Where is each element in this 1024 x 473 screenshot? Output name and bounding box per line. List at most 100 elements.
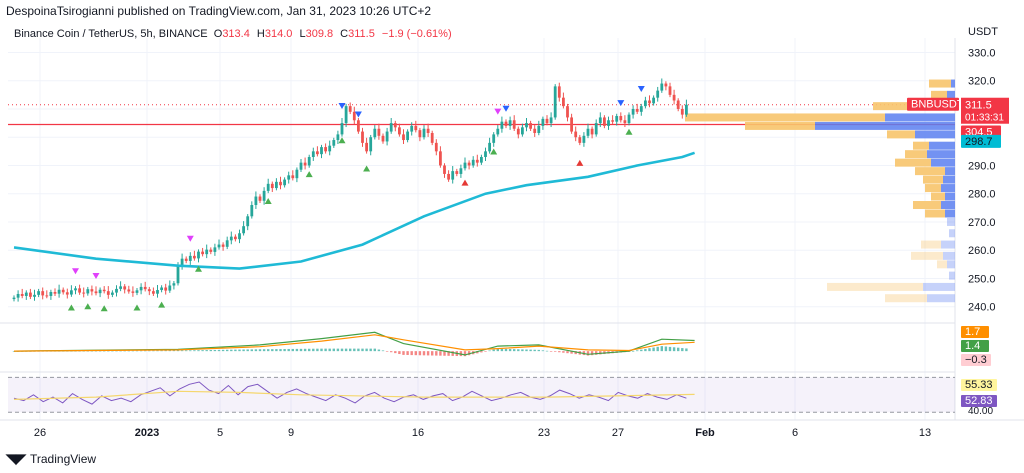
candle-body [664, 83, 668, 87]
macd-histogram-bar [168, 350, 171, 352]
macd-histogram-bar [267, 349, 270, 352]
signal-marker [92, 273, 100, 280]
macd-histogram-bar [279, 349, 282, 352]
macd-histogram-bar [312, 348, 315, 352]
macd-histogram-bar [254, 349, 258, 352]
macd-histogram-bar [451, 351, 454, 356]
macd-histogram-bar [90, 350, 94, 352]
candle-body [29, 292, 32, 297]
tradingview-footer[interactable]: ◥◤ TradingView [6, 451, 96, 467]
macd-histogram-bar [426, 351, 430, 356]
volume-profile-yellow-bar [905, 150, 927, 159]
macd-histogram-bar [12, 351, 16, 352]
brand-name: TradingView [30, 452, 97, 466]
high-label: H [256, 28, 265, 40]
candle-body [98, 289, 102, 294]
candle-body [598, 117, 602, 124]
macd-histogram-bar [291, 348, 294, 352]
last-price-label: 311.5 [965, 100, 992, 112]
macd-histogram-bar [570, 351, 573, 354]
macd-histogram-bar [484, 351, 487, 352]
macd-histogram-bar [98, 350, 102, 352]
volume-profile-yellow-bar [921, 240, 941, 249]
volume-profile-yellow-bar [873, 102, 933, 111]
macd-histogram-bar [369, 348, 372, 352]
last-price-tag-bg [961, 97, 1009, 124]
macd-histogram-bar [406, 351, 409, 355]
candle-body [475, 159, 479, 163]
candle-body [594, 123, 598, 135]
rsi-ma-tag: 55.33 [965, 379, 993, 391]
macd-histogram-bar [119, 350, 122, 352]
moving-average-line [13, 151, 696, 270]
signal-markers [67, 86, 645, 312]
volume-profile-yellow-bar [915, 167, 945, 176]
macd-histogram-bar [508, 349, 512, 352]
price-tick-label: 250.0 [968, 273, 996, 285]
candle-body [377, 128, 381, 136]
candle-body [631, 108, 635, 115]
macd-histogram-bar [414, 351, 417, 356]
candle-body [615, 116, 619, 122]
volume-profile-yellow-bar [887, 130, 915, 139]
candle-body [623, 120, 627, 124]
candle-body [422, 128, 426, 138]
change-value: −1.9 (−0.61%) [381, 28, 452, 40]
macd-histogram-bar [115, 350, 118, 352]
candle-body [168, 285, 172, 291]
macd-signal-line [13, 334, 695, 352]
candle-body [418, 130, 422, 138]
candle-body [131, 291, 135, 293]
candle-body [24, 292, 28, 296]
candle-body [254, 196, 258, 206]
candle-body [287, 175, 291, 180]
candle-body [627, 114, 631, 124]
volume-profile-yellow-bar [937, 260, 947, 269]
candle-body [295, 169, 299, 179]
macd-histogram-bar [525, 349, 528, 352]
candle-body [500, 121, 504, 129]
candle-body [164, 287, 168, 291]
candle-body [340, 123, 344, 135]
candle-body [316, 151, 319, 155]
candle-body [324, 147, 327, 152]
macd-histogram-bar [521, 349, 524, 352]
candle-body [385, 131, 389, 142]
time-tick-label: 26 [34, 427, 46, 439]
macd-histogram-bar [205, 350, 208, 352]
candle-body [533, 128, 537, 133]
volume-profile-blue-bar [931, 158, 955, 167]
candle-body [447, 173, 450, 180]
signal-marker [100, 305, 108, 312]
macd-value-tag-bg [961, 340, 989, 352]
macd-histogram-bar [217, 349, 221, 352]
volume-profile-yellow-bar [925, 184, 941, 193]
macd-histogram-bar [357, 348, 360, 352]
candle-body [348, 106, 352, 112]
candle-body [311, 151, 315, 157]
candle-body [12, 297, 16, 300]
candle-body [656, 90, 660, 98]
macd-histogram-bar [529, 349, 532, 352]
macd-histogram-bar [176, 350, 180, 352]
symbol-title[interactable]: Binance Coin / TetherUS, 5h, BINANCE [14, 28, 208, 40]
candle-body [537, 125, 541, 133]
candle-body [685, 104, 688, 115]
signal-marker [186, 235, 194, 242]
candle-body [37, 291, 40, 295]
volume-profile-yellow-bar [929, 79, 951, 88]
signal-marker [84, 303, 92, 310]
macd-histogram-bar [668, 346, 672, 352]
macd-histogram-bar [541, 350, 545, 352]
signal-marker [133, 304, 141, 311]
candle-body [393, 123, 397, 128]
volume-profile-yellow-bar [827, 282, 923, 291]
candle-body [250, 205, 254, 217]
candle-body [205, 249, 209, 255]
candle-body [549, 117, 553, 124]
candle-body [201, 251, 204, 255]
candle-body [291, 175, 295, 179]
signal-marker [72, 268, 79, 275]
macd-histogram-bar [111, 350, 114, 352]
